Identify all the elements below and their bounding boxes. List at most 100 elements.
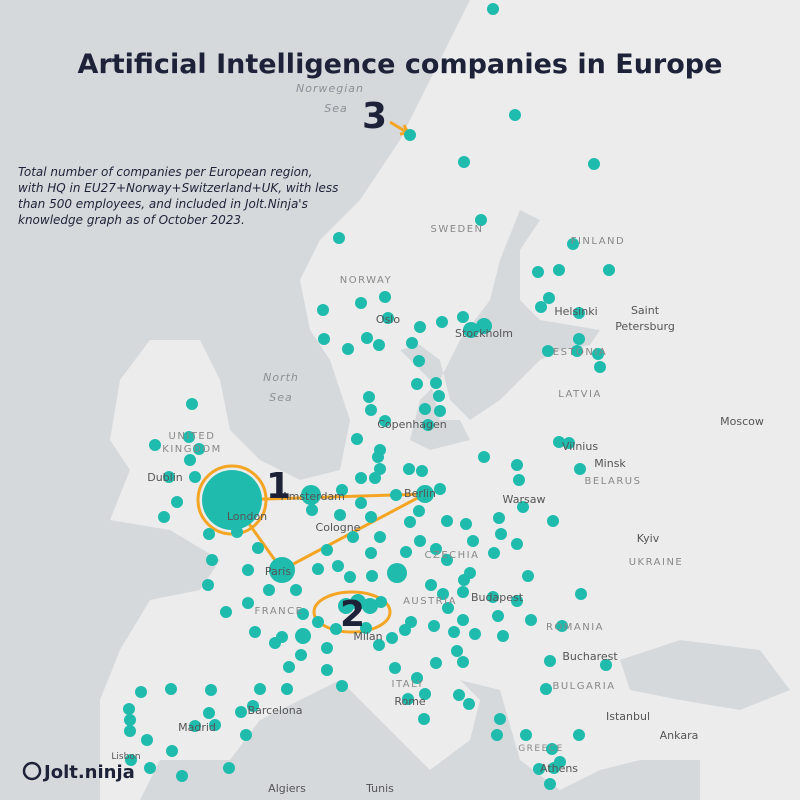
company-dot	[448, 626, 460, 638]
company-dot	[547, 515, 559, 527]
company-dot	[334, 509, 346, 521]
company-dot	[400, 546, 412, 558]
company-dot	[333, 232, 345, 244]
company-dot	[603, 264, 615, 276]
company-dot	[306, 504, 318, 516]
company-dot	[363, 391, 375, 403]
company-dot	[158, 511, 170, 523]
company-dot	[123, 703, 135, 715]
city-label: Minsk	[594, 457, 626, 470]
company-dot	[457, 656, 469, 668]
company-dot	[418, 713, 430, 725]
company-dot	[592, 348, 604, 360]
company-dot	[295, 649, 307, 661]
company-dot	[457, 586, 469, 598]
company-dot	[321, 642, 333, 654]
company-dot	[301, 485, 321, 505]
country-label: ESTONIA	[553, 347, 607, 358]
company-dot	[495, 528, 507, 540]
country-label: SWEDEN	[430, 224, 483, 235]
city-label: Madrid	[178, 721, 216, 734]
company-dot	[336, 484, 348, 496]
company-dot	[374, 531, 386, 543]
company-dot	[511, 459, 523, 471]
company-dot	[312, 563, 324, 575]
company-dot	[387, 563, 407, 583]
subtitle: Total number of companies per European r…	[18, 165, 338, 227]
company-dot	[321, 544, 333, 556]
country-label: GREECE	[518, 744, 564, 754]
company-dot	[202, 579, 214, 591]
company-dot	[166, 745, 178, 757]
country-label: UNITED	[169, 431, 216, 442]
company-dot	[542, 345, 554, 357]
company-dot	[254, 683, 266, 695]
company-dot	[235, 706, 247, 718]
company-dot	[365, 547, 377, 559]
company-dot	[453, 689, 465, 701]
company-dot	[382, 312, 394, 324]
company-dot	[535, 301, 547, 313]
company-dot	[165, 683, 177, 695]
city-label: Vilnius	[562, 440, 598, 453]
country-label: UKRAINE	[629, 557, 684, 568]
company-dot	[402, 693, 414, 705]
company-dot	[511, 595, 523, 607]
company-dot	[355, 497, 367, 509]
company-dot	[375, 596, 387, 608]
company-dot	[362, 598, 378, 614]
company-dot	[491, 729, 503, 741]
company-dot	[600, 659, 612, 671]
country-label: KINGDOM	[162, 444, 221, 455]
company-dot	[365, 511, 377, 523]
company-dot	[434, 405, 446, 417]
company-dot	[390, 489, 402, 501]
country-label: ITALY	[392, 679, 425, 690]
company-dot	[437, 588, 449, 600]
logo: Jolt.ninja	[22, 761, 135, 783]
company-dot	[492, 610, 504, 622]
company-dot	[571, 345, 583, 357]
city-label: Amsterdam	[281, 490, 345, 503]
company-dot	[355, 297, 367, 309]
city-label: Barcelona	[248, 704, 303, 717]
company-dot	[553, 264, 565, 276]
company-dot	[242, 597, 254, 609]
company-dot	[405, 616, 417, 628]
company-dot	[374, 463, 386, 475]
company-dot	[464, 567, 476, 579]
company-dot	[469, 628, 481, 640]
company-dot	[209, 719, 221, 731]
company-dot	[186, 398, 198, 410]
company-dot	[544, 778, 556, 790]
country-label: AUSTRIA	[403, 596, 457, 607]
company-dot	[124, 714, 136, 726]
company-dot	[223, 762, 235, 774]
company-dot	[406, 337, 418, 349]
city-label: Rome	[394, 695, 426, 708]
company-dot	[369, 472, 381, 484]
company-dot	[189, 720, 201, 732]
company-dot	[588, 158, 600, 170]
company-dot	[478, 451, 490, 463]
company-dot	[434, 483, 446, 495]
city-label: Stockholm	[455, 327, 513, 340]
company-dot	[193, 443, 205, 455]
company-dot	[575, 588, 587, 600]
company-dot	[511, 538, 523, 550]
title: Artificial Intelligence companies in Eur…	[78, 49, 723, 80]
company-dot	[206, 554, 218, 566]
company-dot	[594, 361, 606, 373]
city-label: Warsaw	[503, 493, 546, 506]
city-label: Budapest	[471, 591, 524, 604]
company-dot	[290, 584, 302, 596]
company-dot	[476, 318, 492, 334]
company-dot	[404, 129, 416, 141]
company-dot	[124, 725, 136, 737]
company-dot	[386, 632, 398, 644]
sea-label: Sea	[324, 102, 348, 115]
annotation: 3	[362, 96, 387, 137]
company-dot	[413, 505, 425, 517]
